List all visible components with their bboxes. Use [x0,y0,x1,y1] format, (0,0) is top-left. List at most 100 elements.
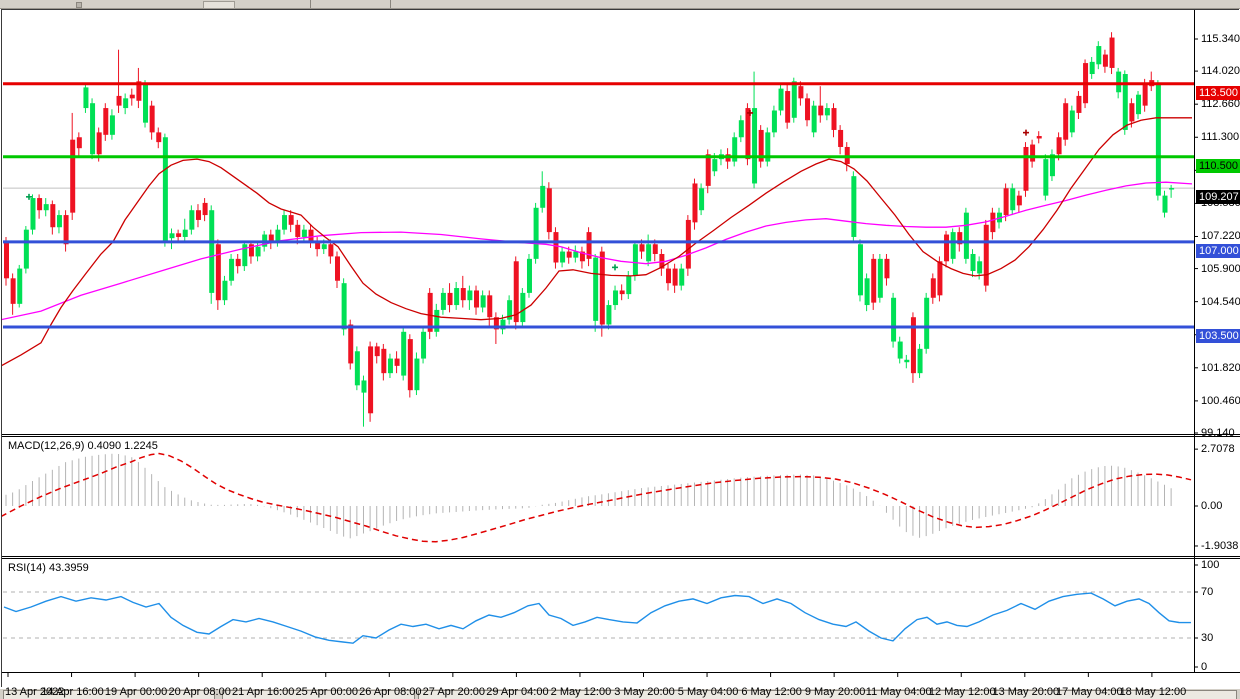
candle-body [308,229,314,242]
candle-body [500,319,506,330]
candle-body [752,108,758,184]
candle-body [791,81,797,118]
candle-body [1162,195,1168,213]
candle-body [692,183,698,223]
price-tick-label: 112.660 [1201,98,1240,111]
macd-tick-label: 0.00 [1201,500,1223,512]
candle-body [109,115,115,135]
candle-body [103,108,109,135]
candle-body [70,139,76,213]
time-axis-label: 25 Apr 00:00 [295,686,358,698]
candle-body [182,229,188,237]
candle-body [805,98,811,121]
candle-body [487,295,493,318]
candle-body [162,137,168,242]
candle-body [56,215,62,228]
candle-body [63,215,69,245]
candle-body [1056,137,1062,155]
candle-body [248,244,254,257]
price-tick-label: 107.220 [1201,230,1240,243]
candle-body [679,268,685,286]
time-axis-label: 5 May 04:00 [677,686,739,698]
strip-divider [310,0,311,8]
price-badge: 113.500 [1196,85,1240,100]
candle-body [1010,188,1016,211]
candle-body [891,297,897,342]
candle-body [282,215,288,230]
candle-body [963,212,969,259]
window-tab[interactable] [418,690,1237,699]
window-tab[interactable] [222,690,415,699]
rsi-tick-label: 0 [1201,661,1208,673]
candle-body [586,232,592,259]
rsi-tick-label: 70 [1201,586,1214,598]
candle-body [268,234,274,242]
candle-body [315,241,321,250]
time-axis-label: 21 Apr 16:00 [231,686,295,698]
candle-body [546,188,552,233]
candle-body [76,137,82,149]
candle-body [202,202,208,216]
candle-body [50,204,56,228]
macd-indicator-label: MACD(12,26,9) 0.4090 1.2245 [8,440,158,452]
time-axis-label: 12 May 12:00 [928,686,996,698]
time-axis-label: 14 Apr 16:00 [41,686,104,698]
candle-body [407,339,413,391]
candle-body [474,290,480,308]
candle-body [507,300,513,320]
candle-body [215,244,221,301]
candle-body [328,244,334,257]
macd-tick-label: -1.9038 [1201,539,1239,552]
candle-body [83,87,89,109]
time-axis-label: 26 Apr 08:00 [359,686,422,698]
candle-body [123,98,129,109]
candle-body [917,348,923,374]
candle-body [387,358,393,374]
candle-body [944,234,950,262]
candle-body [10,278,16,304]
candle-body [877,258,883,298]
candle-body [401,331,407,376]
candle-body [520,292,526,323]
chart-canvas[interactable] [2,10,1240,688]
price-tick-label: 115.340 [1201,33,1240,45]
candle-body [414,358,420,391]
price-badge: 103.500 [1196,328,1240,343]
rsi-line [3,592,1192,644]
time-axis-label: 19 Apr 00:00 [104,686,168,698]
candle-body [579,251,585,262]
candle-body [1122,74,1128,130]
rsi-indicator-label: RSI(14) 43.3959 [8,562,89,574]
candle-body [666,268,671,284]
scrollbar-dot [76,2,82,8]
candle-body [90,103,96,155]
candle-body [533,207,539,259]
candle-body [361,380,367,393]
chart-area-window: ▼UKOil-,H4 109.266 109.336 108.812 109.2… [1,9,1240,698]
time-axis-label: 11 May 04:00 [865,686,932,698]
scrollbar-thumb[interactable] [203,1,235,9]
candle-body [1142,82,1148,106]
candle-body [613,290,619,306]
candle-body [467,290,473,301]
candle-body [169,233,175,239]
time-axis-label: 13 May 20:00 [992,686,1060,698]
time-axis-label: 9 May 20:00 [804,686,866,698]
candle-body [712,159,718,172]
candle-body [229,258,235,281]
price-tick-label: 114.020 [1201,65,1240,78]
candle-body [599,251,605,325]
candle-body [23,229,29,269]
candle-body [195,210,201,220]
price-badge: 110.500 [1196,158,1240,173]
candle-body [1003,188,1009,216]
candle-body [831,108,837,130]
candle-body [851,176,857,237]
ma-fast-line [2,117,1192,367]
candle-body [884,258,890,279]
candle-body [1016,195,1022,206]
window-tab[interactable] [3,690,215,699]
candle-body [275,229,281,242]
time-axis-label: 13 Apr 2022 [5,686,65,698]
candle-body [1069,110,1075,133]
